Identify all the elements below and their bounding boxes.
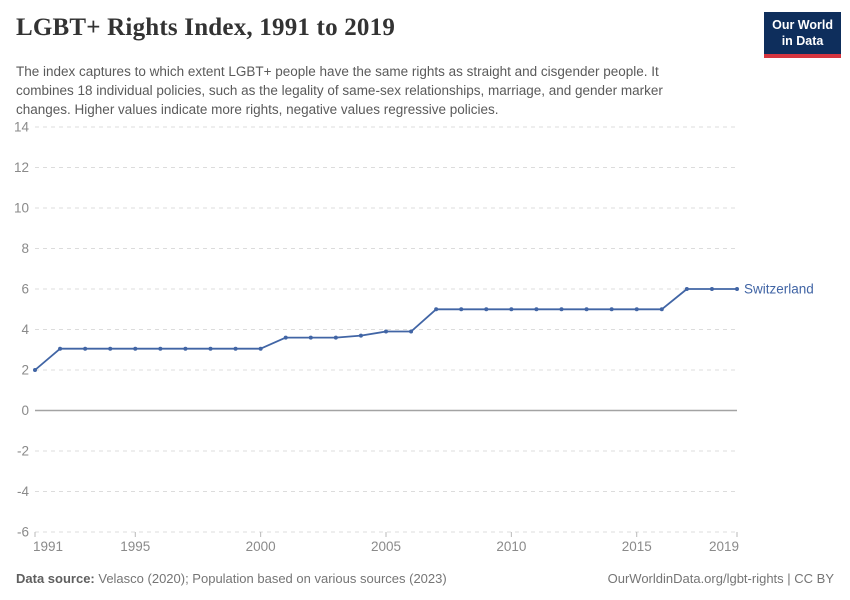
owid-logo[interactable]: Our World in Data [764, 12, 841, 58]
data-point-2007[interactable] [434, 307, 439, 312]
x-axis-label-2019: 2019 [709, 539, 739, 554]
owid-logo-text-line2: in Data [781, 34, 824, 49]
data-point-2004[interactable] [358, 333, 363, 338]
y-axis-label--6: -6 [17, 525, 29, 540]
data-point-1995[interactable] [133, 346, 138, 351]
data-point-2012[interactable] [559, 307, 564, 312]
data-point-1991[interactable] [33, 368, 37, 372]
data-point-2001[interactable] [283, 335, 288, 340]
data-point-1994[interactable] [108, 346, 113, 351]
y-axis-label--4: -4 [17, 484, 29, 499]
x-axis-label-2015: 2015 [622, 539, 652, 554]
data-point-2016[interactable] [659, 307, 664, 312]
series-label-switzerland[interactable]: Switzerland [744, 282, 814, 297]
data-point-2002[interactable] [308, 335, 313, 340]
data-point-2014[interactable] [609, 307, 614, 312]
data-point-2009[interactable] [484, 307, 489, 312]
data-point-2018[interactable] [709, 287, 714, 291]
x-axis-label-2000: 2000 [246, 539, 276, 554]
owid-url-license[interactable]: OurWorldinData.org/lgbt-rights | CC BY [607, 571, 834, 586]
y-axis-label-4: 4 [21, 322, 29, 337]
data-point-1992[interactable] [58, 346, 63, 351]
data-point-2011[interactable] [534, 307, 539, 312]
owid-logo-text-line1: Our World [772, 18, 833, 32]
x-axis-label-2005: 2005 [371, 539, 401, 554]
chart-subtitle: The index captures to which extent LGBT+… [16, 62, 761, 119]
data-source-text: Velasco (2020); Population based on vari… [94, 571, 447, 586]
data-point-2017[interactable] [684, 287, 689, 291]
data-source-note: Data source: Velasco (2020); Population … [16, 571, 447, 586]
data-point-2006[interactable] [409, 329, 414, 334]
subtitle-line: combines 18 individual policies, such as… [16, 83, 663, 98]
page-footer: Data source: Velasco (2020); Population … [16, 571, 834, 586]
data-source-label: Data source: [16, 571, 95, 586]
data-point-2005[interactable] [384, 329, 388, 334]
data-point-2013[interactable] [584, 307, 589, 312]
y-axis-label--2: -2 [17, 444, 29, 459]
y-axis-label-0: 0 [21, 403, 29, 418]
x-axis-label-1995: 1995 [120, 539, 150, 554]
data-point-2000[interactable] [258, 346, 263, 351]
y-axis-label-6: 6 [21, 282, 29, 297]
page-title: LGBT+ Rights Index, 1991 to 2019 [16, 14, 396, 41]
x-axis-label-1991: 1991 [33, 539, 63, 554]
y-axis-label-10: 10 [14, 201, 29, 216]
y-axis-label-12: 12 [14, 160, 29, 175]
data-point-2010[interactable] [509, 307, 514, 312]
y-axis-label-14: 14 [14, 120, 30, 135]
x-axis-label-2010: 2010 [496, 539, 526, 554]
data-point-2008[interactable] [459, 307, 464, 312]
data-point-1999[interactable] [233, 346, 238, 351]
subtitle-line: changes. Higher values indicate more rig… [16, 102, 499, 117]
data-point-2019[interactable] [735, 287, 739, 291]
subtitle-line: The index captures to which extent LGBT+… [16, 64, 659, 79]
data-point-1996[interactable] [158, 346, 163, 351]
data-point-1993[interactable] [83, 346, 88, 351]
data-point-1997[interactable] [183, 346, 188, 351]
data-point-2015[interactable] [634, 307, 639, 312]
y-axis-label-2: 2 [21, 363, 29, 378]
data-point-1998[interactable] [208, 346, 213, 351]
y-axis-label-8: 8 [21, 241, 29, 256]
data-point-2003[interactable] [333, 335, 338, 340]
